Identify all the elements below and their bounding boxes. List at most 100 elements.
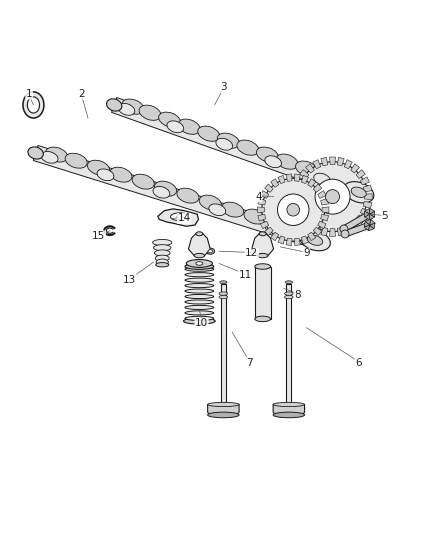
Polygon shape <box>330 229 336 236</box>
Ellipse shape <box>155 255 169 261</box>
Ellipse shape <box>46 147 67 162</box>
Polygon shape <box>321 214 328 221</box>
Circle shape <box>287 204 300 216</box>
Polygon shape <box>369 225 374 231</box>
Ellipse shape <box>27 97 39 113</box>
Polygon shape <box>258 198 266 205</box>
Text: 7: 7 <box>246 358 253 368</box>
Polygon shape <box>370 219 375 225</box>
Ellipse shape <box>156 259 168 265</box>
Ellipse shape <box>265 156 282 168</box>
Ellipse shape <box>41 151 58 163</box>
Ellipse shape <box>155 263 169 267</box>
Polygon shape <box>306 164 314 173</box>
Polygon shape <box>370 211 374 217</box>
Ellipse shape <box>106 99 122 111</box>
Text: 2: 2 <box>78 89 85 99</box>
Polygon shape <box>265 184 273 192</box>
Ellipse shape <box>208 402 239 407</box>
Polygon shape <box>271 179 279 187</box>
Polygon shape <box>356 169 365 179</box>
Ellipse shape <box>208 249 212 253</box>
Polygon shape <box>33 146 318 248</box>
Polygon shape <box>294 174 300 181</box>
Polygon shape <box>313 227 322 236</box>
Polygon shape <box>258 214 266 221</box>
Ellipse shape <box>300 230 330 251</box>
Ellipse shape <box>258 253 268 258</box>
Polygon shape <box>364 194 372 199</box>
Ellipse shape <box>208 412 239 418</box>
Polygon shape <box>370 208 374 214</box>
Polygon shape <box>296 208 305 216</box>
Polygon shape <box>260 221 269 229</box>
Ellipse shape <box>185 305 214 310</box>
Polygon shape <box>208 405 239 415</box>
Ellipse shape <box>118 103 135 115</box>
Ellipse shape <box>196 262 203 265</box>
Polygon shape <box>344 224 352 233</box>
Ellipse shape <box>97 169 114 181</box>
Polygon shape <box>313 184 322 192</box>
Polygon shape <box>293 201 302 208</box>
Ellipse shape <box>206 248 215 254</box>
Polygon shape <box>278 175 285 183</box>
Ellipse shape <box>222 202 244 217</box>
Ellipse shape <box>256 147 278 162</box>
Polygon shape <box>286 238 292 246</box>
Ellipse shape <box>23 92 44 118</box>
Polygon shape <box>363 185 372 192</box>
Circle shape <box>340 225 348 233</box>
Text: 14: 14 <box>177 214 191 223</box>
Circle shape <box>177 214 182 220</box>
Polygon shape <box>301 175 308 183</box>
Polygon shape <box>301 236 308 244</box>
Circle shape <box>278 194 309 225</box>
Polygon shape <box>313 224 321 233</box>
Ellipse shape <box>351 187 366 197</box>
Ellipse shape <box>219 292 228 295</box>
Ellipse shape <box>255 264 271 269</box>
Text: 5: 5 <box>381 211 388 221</box>
Polygon shape <box>364 225 370 231</box>
Ellipse shape <box>273 402 304 407</box>
Polygon shape <box>344 222 371 237</box>
Polygon shape <box>293 194 300 199</box>
Polygon shape <box>265 227 273 236</box>
Ellipse shape <box>194 253 205 258</box>
Polygon shape <box>351 220 360 229</box>
Ellipse shape <box>186 260 212 268</box>
Polygon shape <box>365 219 371 225</box>
Ellipse shape <box>185 273 214 277</box>
Ellipse shape <box>139 105 161 120</box>
Ellipse shape <box>184 318 215 324</box>
Ellipse shape <box>217 133 239 148</box>
Ellipse shape <box>259 232 266 236</box>
Polygon shape <box>273 405 304 415</box>
Ellipse shape <box>28 147 43 159</box>
Text: 12: 12 <box>245 248 258 259</box>
Ellipse shape <box>185 300 214 304</box>
Ellipse shape <box>219 295 228 298</box>
Ellipse shape <box>178 119 200 134</box>
Ellipse shape <box>177 188 199 203</box>
Polygon shape <box>306 220 314 229</box>
Ellipse shape <box>315 168 337 183</box>
Polygon shape <box>321 157 328 166</box>
Polygon shape <box>308 232 316 241</box>
Polygon shape <box>308 179 316 187</box>
Ellipse shape <box>185 267 214 271</box>
Text: 9: 9 <box>303 248 310 259</box>
Ellipse shape <box>314 173 330 185</box>
Ellipse shape <box>167 121 184 133</box>
Ellipse shape <box>265 221 282 233</box>
Polygon shape <box>360 208 370 216</box>
Ellipse shape <box>185 278 214 282</box>
Polygon shape <box>330 157 336 165</box>
Text: 10: 10 <box>195 318 208 328</box>
Polygon shape <box>363 201 372 208</box>
Text: 13: 13 <box>123 274 136 285</box>
Ellipse shape <box>185 289 214 293</box>
Ellipse shape <box>220 281 227 284</box>
Ellipse shape <box>209 204 226 215</box>
